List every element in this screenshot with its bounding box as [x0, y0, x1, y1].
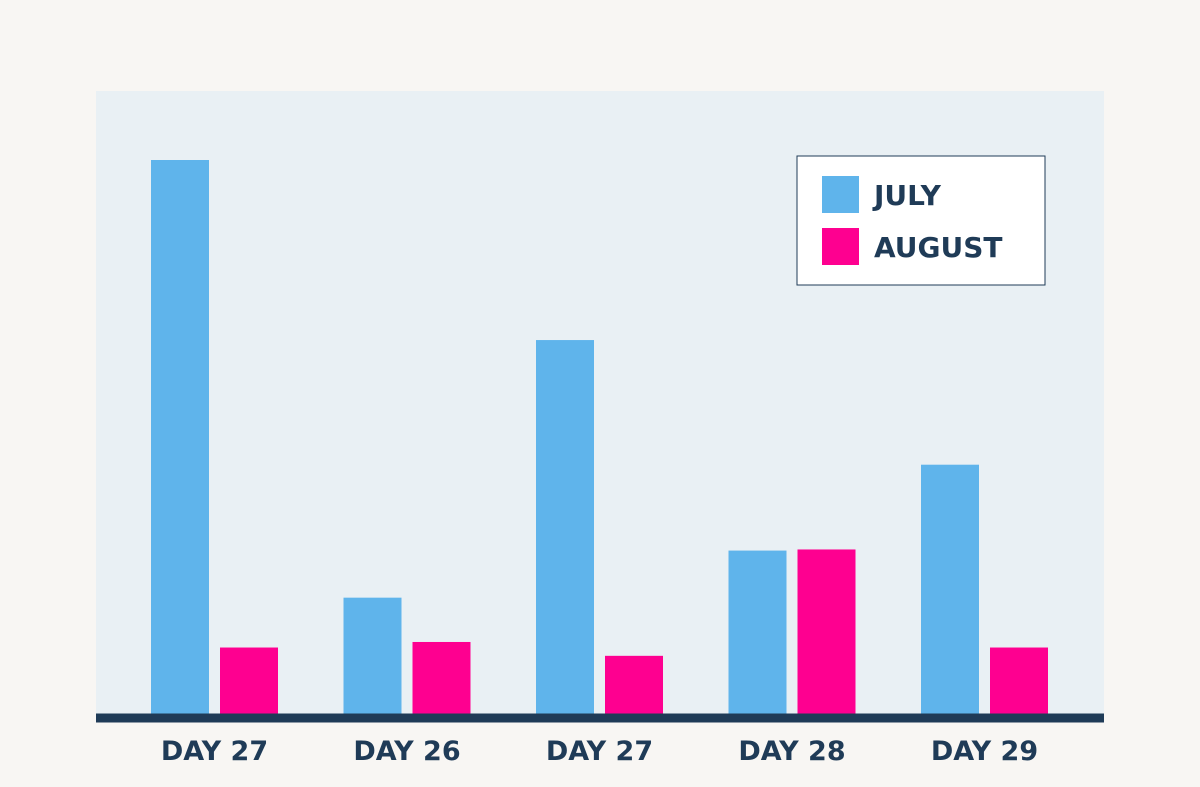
bar-august-5	[990, 647, 1048, 714]
legend-swatch-august	[822, 228, 859, 265]
legend-label-july: JULY	[872, 179, 942, 212]
bar-july-1	[151, 160, 209, 714]
bar-august-3	[605, 655, 663, 714]
bar-july-5	[921, 464, 979, 714]
legend-label-august: AUGUST	[874, 231, 1003, 264]
bar-july-2	[343, 597, 402, 714]
bar-august-1	[220, 647, 278, 714]
bar-august-4	[797, 549, 856, 714]
x-tick-labels: DAY 27 DAY 26 DAY 27 DAY 28 DAY 29	[161, 736, 1038, 767]
legend-box	[796, 155, 1046, 286]
bars-group	[151, 160, 1048, 714]
bar-july-3	[536, 340, 594, 714]
bar-july-4	[728, 550, 787, 714]
x-tick-label-5: DAY 29	[931, 736, 1038, 767]
x-tick-label-3: DAY 27	[546, 736, 653, 767]
x-tick-label-1: DAY 27	[161, 736, 268, 767]
legend: JULY AUGUST	[796, 155, 1046, 286]
bar-august-2	[412, 641, 471, 714]
x-tick-label-4: DAY 28	[738, 736, 845, 767]
legend-swatch-july	[822, 176, 859, 213]
x-tick-label-2: DAY 26	[353, 736, 460, 767]
